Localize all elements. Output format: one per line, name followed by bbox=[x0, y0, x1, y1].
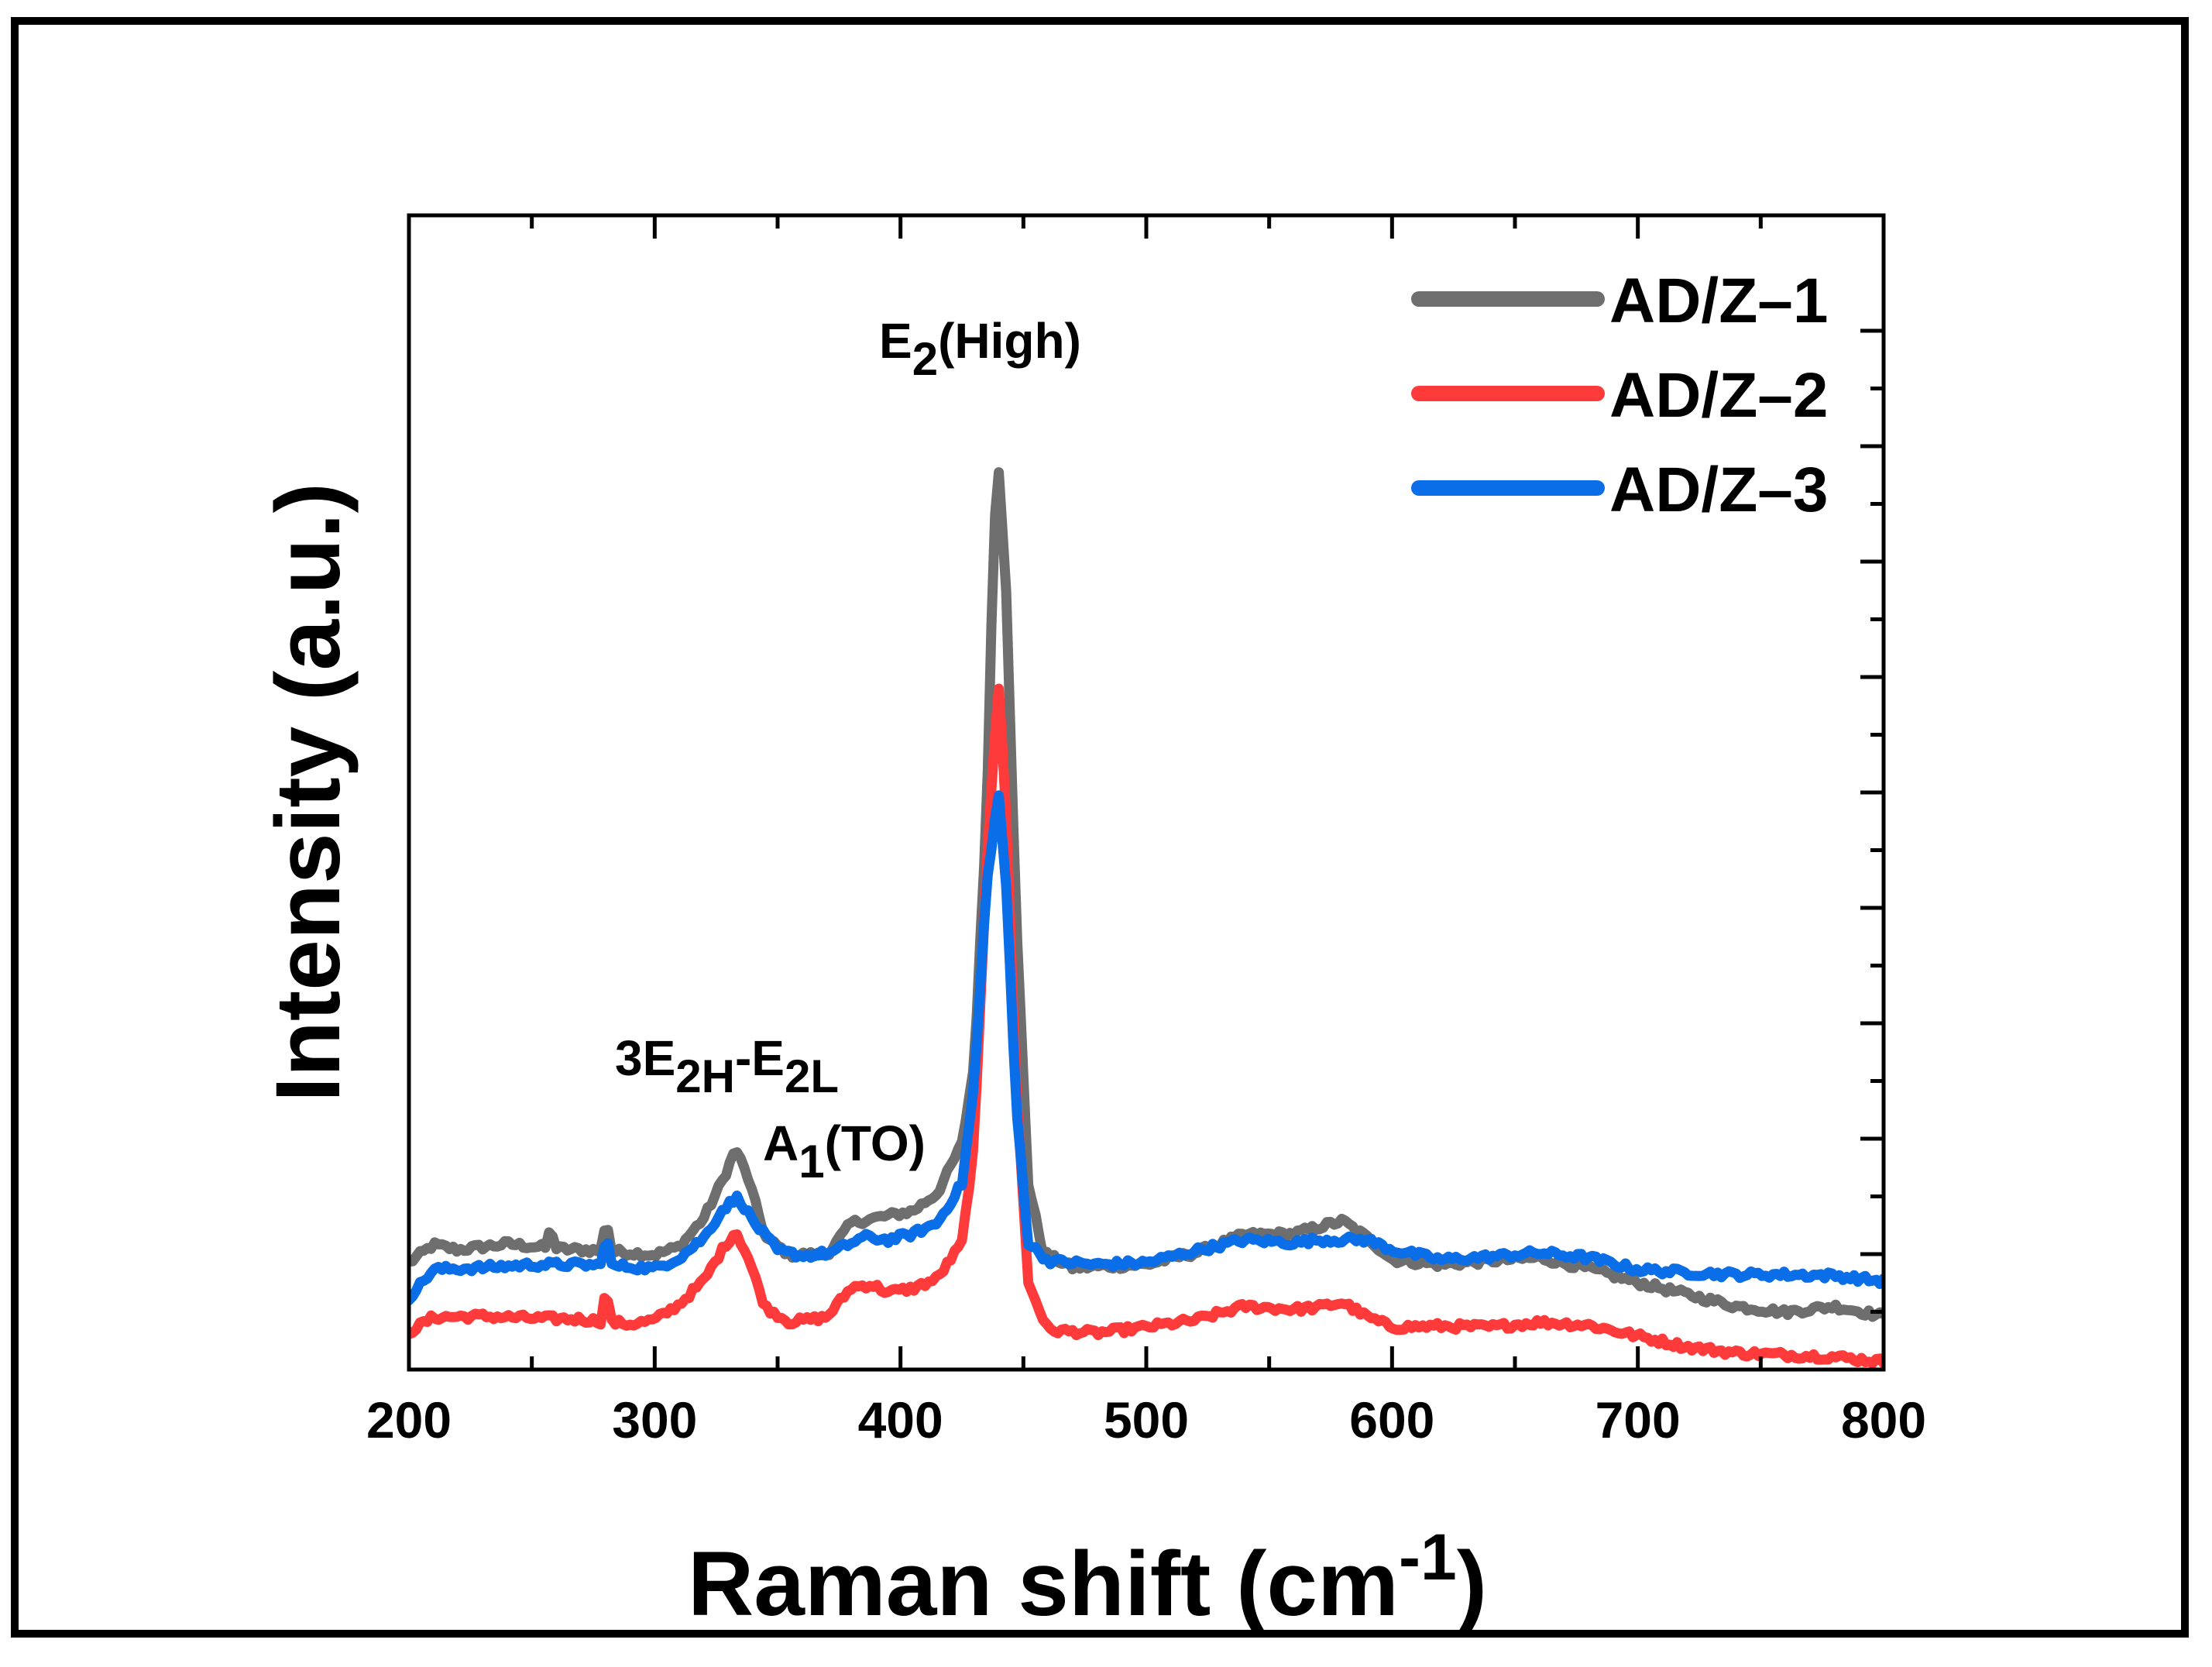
axis-ticks bbox=[407, 215, 1886, 1370]
x-tick-label-400: 400 bbox=[858, 1391, 943, 1449]
y-axis-title: Intensity (a.u.) bbox=[257, 483, 359, 1102]
annotation-e2-high-sub: 2 bbox=[912, 333, 938, 385]
annotation-e2-high-base: E bbox=[879, 313, 912, 369]
legend-label-ad-z-2: AD/Z–2 bbox=[1609, 360, 1829, 431]
annotation-3e2h-prefix: 3E bbox=[615, 1030, 675, 1086]
annotation-a1-to-rest: (TO) bbox=[825, 1115, 926, 1171]
x-tick-label-700: 700 bbox=[1595, 1391, 1681, 1449]
series-line-2 bbox=[409, 683, 1884, 1369]
annotation-3e2h-e2l: 3E2H-E2L bbox=[615, 1030, 839, 1102]
x-tick-label-800: 800 bbox=[1841, 1391, 1926, 1449]
x-axis-title: Raman shift (cm-1) bbox=[688, 1521, 1487, 1635]
series-line-1 bbox=[409, 467, 1884, 1322]
x-tick-label-300: 300 bbox=[612, 1391, 697, 1449]
annotation-3e2h-sub1: 2H bbox=[675, 1050, 735, 1102]
series-layer bbox=[409, 467, 1884, 1369]
annotation-e2-high: E2(High) bbox=[879, 313, 1081, 385]
x-axis-title-close: ) bbox=[1457, 1533, 1487, 1635]
x-tick-labels: 200 300 400 500 600 700 800 bbox=[366, 1391, 1926, 1449]
annotation-a1-to-sub: 1 bbox=[799, 1136, 824, 1188]
legend-label-ad-z-3: AD/Z–3 bbox=[1609, 455, 1829, 525]
x-axis-title-superscript: -1 bbox=[1399, 1521, 1457, 1593]
legend: AD/Z–1 AD/Z–2 AD/Z–3 bbox=[1411, 266, 1829, 525]
annotation-a1-to-base: A bbox=[763, 1115, 799, 1171]
x-tick-label-200: 200 bbox=[366, 1391, 452, 1449]
x-tick-label-600: 600 bbox=[1349, 1391, 1434, 1449]
annotation-3e2h-sub2: 2L bbox=[785, 1050, 839, 1102]
x-tick-label-500: 500 bbox=[1104, 1391, 1189, 1449]
figure-frame bbox=[11, 17, 2189, 1638]
annotation-e2-high-rest: (High) bbox=[938, 313, 1081, 369]
annotation-3e2h-mid: -E bbox=[735, 1030, 785, 1086]
x-axis-title-main: Raman shift (cm bbox=[688, 1533, 1399, 1635]
legend-label-ad-z-1: AD/Z–1 bbox=[1609, 266, 1829, 336]
annotation-a1-to: A1(TO) bbox=[763, 1115, 926, 1188]
series-line-3 bbox=[409, 790, 1884, 1306]
